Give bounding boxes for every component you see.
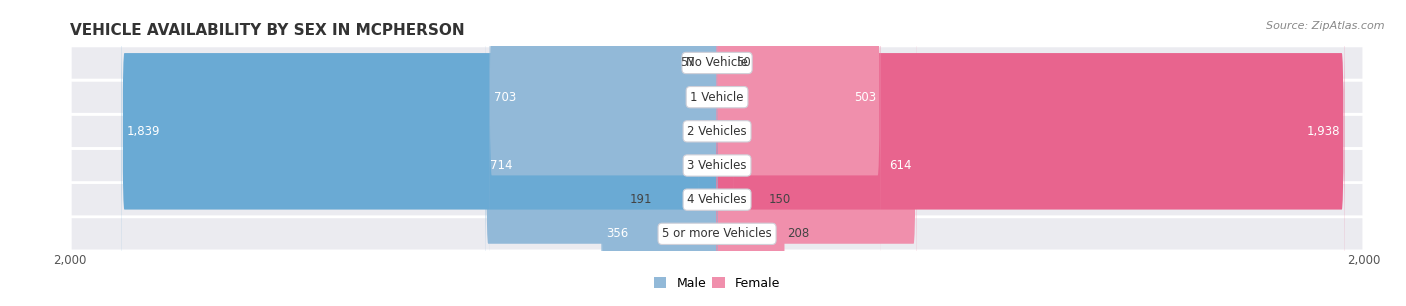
Text: No Vehicle: No Vehicle	[686, 57, 748, 69]
Text: 356: 356	[606, 227, 628, 240]
Text: 503: 503	[853, 91, 876, 104]
FancyBboxPatch shape	[717, 0, 734, 258]
Legend: Male, Female: Male, Female	[654, 277, 780, 290]
Text: 1,938: 1,938	[1306, 125, 1340, 138]
FancyBboxPatch shape	[697, 0, 717, 258]
FancyBboxPatch shape	[655, 5, 717, 306]
FancyBboxPatch shape	[70, 114, 1364, 148]
FancyBboxPatch shape	[717, 0, 1344, 306]
Text: 3 Vehicles: 3 Vehicles	[688, 159, 747, 172]
FancyBboxPatch shape	[70, 183, 1364, 217]
FancyBboxPatch shape	[70, 46, 1364, 80]
Text: 191: 191	[630, 193, 652, 206]
Text: VEHICLE AVAILABILITY BY SEX IN MCPHERSON: VEHICLE AVAILABILITY BY SEX IN MCPHERSON	[70, 23, 465, 38]
FancyBboxPatch shape	[70, 80, 1364, 114]
Text: 1,839: 1,839	[127, 125, 160, 138]
FancyBboxPatch shape	[70, 217, 1364, 251]
Text: Source: ZipAtlas.com: Source: ZipAtlas.com	[1267, 21, 1385, 32]
FancyBboxPatch shape	[717, 0, 917, 306]
Text: 714: 714	[491, 159, 513, 172]
Text: 4 Vehicles: 4 Vehicles	[688, 193, 747, 206]
FancyBboxPatch shape	[717, 5, 766, 306]
Text: 208: 208	[787, 227, 810, 240]
Text: 150: 150	[769, 193, 792, 206]
FancyBboxPatch shape	[489, 0, 717, 292]
Text: 5 or more Vehicles: 5 or more Vehicles	[662, 227, 772, 240]
FancyBboxPatch shape	[602, 39, 717, 306]
Text: 614: 614	[889, 159, 911, 172]
Text: 57: 57	[681, 57, 696, 69]
FancyBboxPatch shape	[717, 0, 880, 292]
FancyBboxPatch shape	[122, 0, 717, 306]
Text: 1 Vehicle: 1 Vehicle	[690, 91, 744, 104]
FancyBboxPatch shape	[70, 148, 1364, 183]
Text: 2 Vehicles: 2 Vehicles	[688, 125, 747, 138]
Text: 50: 50	[737, 57, 751, 69]
Text: 703: 703	[494, 91, 516, 104]
FancyBboxPatch shape	[485, 0, 717, 306]
FancyBboxPatch shape	[717, 39, 785, 306]
